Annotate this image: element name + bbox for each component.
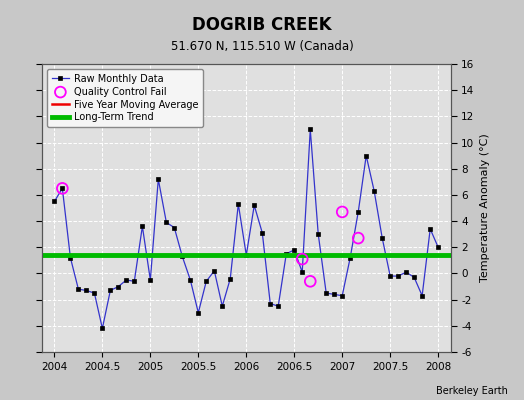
- Raw Monthly Data: [107, 288, 114, 293]
- Y-axis label: Temperature Anomaly (°C): Temperature Anomaly (°C): [480, 134, 490, 282]
- Raw Monthly Data: [155, 177, 161, 182]
- Raw Monthly Data: [355, 210, 362, 214]
- Raw Monthly Data: [419, 293, 425, 298]
- Quality Control Fail: [306, 278, 314, 284]
- Text: Berkeley Earth: Berkeley Earth: [436, 386, 508, 396]
- Legend: Raw Monthly Data, Quality Control Fail, Five Year Moving Average, Long-Term Tren: Raw Monthly Data, Quality Control Fail, …: [47, 69, 203, 127]
- Raw Monthly Data: [403, 270, 409, 274]
- Raw Monthly Data: [379, 236, 385, 240]
- Raw Monthly Data: [315, 232, 321, 236]
- Raw Monthly Data: [131, 279, 137, 284]
- Raw Monthly Data: [323, 291, 330, 296]
- Raw Monthly Data: [387, 274, 394, 278]
- Text: DOGRIB CREEK: DOGRIB CREEK: [192, 16, 332, 34]
- Raw Monthly Data: [179, 254, 185, 259]
- Raw Monthly Data: [115, 284, 122, 289]
- Raw Monthly Data: [347, 255, 353, 260]
- Raw Monthly Data: [227, 276, 233, 281]
- Quality Control Fail: [354, 235, 363, 241]
- Raw Monthly Data: [51, 199, 58, 204]
- Raw Monthly Data: [371, 188, 377, 193]
- Raw Monthly Data: [203, 279, 210, 284]
- Raw Monthly Data: [363, 153, 369, 158]
- Raw Monthly Data: [251, 203, 257, 208]
- Raw Monthly Data: [291, 248, 298, 252]
- Raw Monthly Data: [395, 274, 401, 278]
- Raw Monthly Data: [147, 278, 154, 282]
- Raw Monthly Data: [195, 310, 201, 315]
- Raw Monthly Data: [99, 326, 105, 331]
- Raw Monthly Data: [91, 291, 97, 296]
- Raw Monthly Data: [139, 224, 146, 229]
- Raw Monthly Data: [171, 225, 178, 230]
- Raw Monthly Data: [67, 255, 73, 260]
- Raw Monthly Data: [435, 245, 441, 250]
- Raw Monthly Data: [75, 287, 82, 292]
- Quality Control Fail: [338, 209, 346, 215]
- Raw Monthly Data: [331, 292, 337, 297]
- Raw Monthly Data: [307, 127, 313, 132]
- Text: 51.670 N, 115.510 W (Canada): 51.670 N, 115.510 W (Canada): [171, 40, 353, 53]
- Raw Monthly Data: [427, 226, 433, 231]
- Raw Monthly Data: [299, 270, 305, 274]
- Raw Monthly Data: [59, 186, 66, 191]
- Raw Monthly Data: [259, 230, 266, 235]
- Raw Monthly Data: [235, 202, 242, 206]
- Raw Monthly Data: [211, 268, 217, 273]
- Raw Monthly Data: [163, 220, 169, 225]
- Raw Monthly Data: [267, 301, 274, 306]
- Raw Monthly Data: [275, 304, 281, 308]
- Raw Monthly Data: [243, 253, 249, 258]
- Line: Raw Monthly Data: Raw Monthly Data: [52, 128, 440, 330]
- Raw Monthly Data: [283, 252, 289, 256]
- Raw Monthly Data: [187, 278, 193, 282]
- Raw Monthly Data: [339, 293, 345, 298]
- Raw Monthly Data: [411, 275, 417, 280]
- Raw Monthly Data: [219, 304, 225, 308]
- Quality Control Fail: [298, 256, 307, 262]
- Raw Monthly Data: [83, 288, 90, 293]
- Raw Monthly Data: [123, 278, 129, 282]
- Quality Control Fail: [58, 185, 67, 192]
